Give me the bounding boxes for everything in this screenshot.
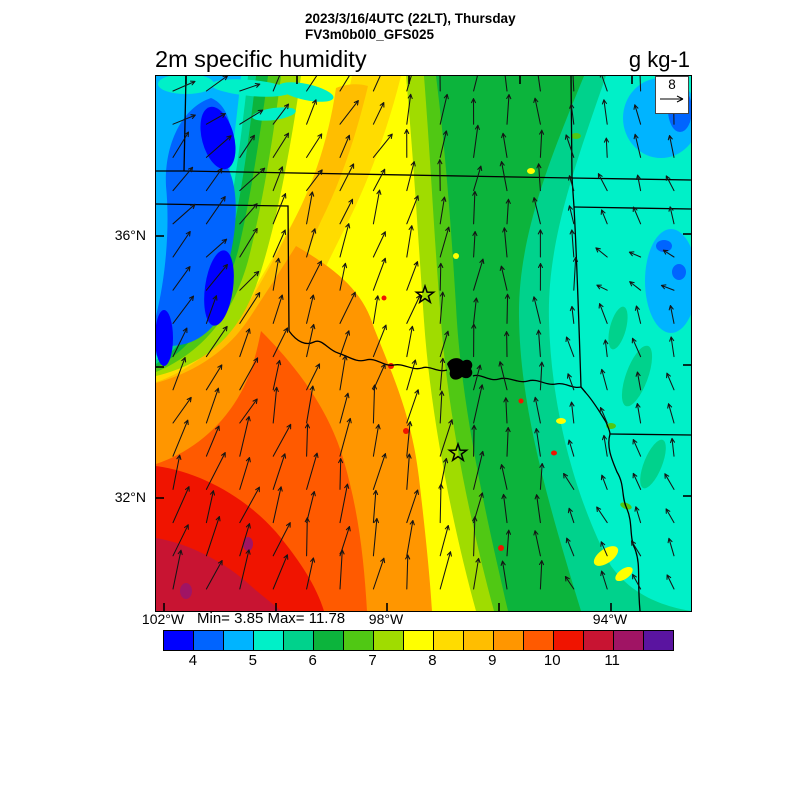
lon-tick-label: 94°W xyxy=(592,611,628,627)
colorbar-tick-value: 6 xyxy=(308,652,317,669)
units-label: g kg-1 xyxy=(628,47,690,72)
plot-title: 2m specific humidity xyxy=(155,46,367,72)
colorbar-cell xyxy=(373,631,403,650)
colorbar-tick-value: 7 xyxy=(368,652,377,669)
colorbar-tick-value: 9 xyxy=(488,652,497,669)
colorbar-cell xyxy=(523,631,553,650)
lon-tick-label: 98°W xyxy=(368,611,404,627)
lake-texoma-shape xyxy=(447,358,473,380)
wind-vector-arrows xyxy=(172,76,677,590)
colorbar-cell xyxy=(493,631,523,650)
run-datetime-header: 2023/3/16/4UTC (22LT), Thursday xyxy=(305,11,516,26)
colorbar-cell xyxy=(583,631,613,650)
colorbar-tick-value: 11 xyxy=(604,652,620,669)
wind-reference-arrow-icon xyxy=(660,95,684,103)
lat-tick-label: 32°N xyxy=(114,489,146,505)
humidity-colorbar xyxy=(163,630,674,651)
colorbar-cell xyxy=(643,631,673,650)
colorbar-cell xyxy=(193,631,223,650)
map-panel xyxy=(155,75,692,612)
colorbar-cell xyxy=(343,631,373,650)
wind-reference-box: 8 xyxy=(655,76,689,114)
model-name-header: FV3m0b0l0_GFS025 xyxy=(305,27,435,42)
colorbar-tick-value: 5 xyxy=(248,652,257,669)
colorbar-tick-value: 10 xyxy=(543,652,561,669)
colorbar-cell xyxy=(403,631,433,650)
map-frame-ticks xyxy=(156,76,691,611)
colorbar-cell xyxy=(433,631,463,650)
colorbar-tick-value: 4 xyxy=(188,652,198,669)
colorbar-cell xyxy=(313,631,343,650)
colorbar-cell xyxy=(253,631,283,650)
colorbar-cell xyxy=(463,631,493,650)
wind-reference-value: 8 xyxy=(668,77,676,92)
humidity-field-svg xyxy=(156,76,691,611)
state-borders xyxy=(156,76,691,611)
colorbar-tick-value: 8 xyxy=(428,652,437,669)
lat-tick-label: 36°N xyxy=(114,227,146,243)
colorbar-cell xyxy=(613,631,643,650)
min-max-stats: Min= 3.85 Max= 11.78 xyxy=(197,610,346,627)
lon-tick-label: 102°W xyxy=(141,611,185,627)
humidity-filled-contours xyxy=(156,76,691,611)
colorbar-cell xyxy=(283,631,313,650)
colorbar-cell xyxy=(223,631,253,650)
colorbar-cell xyxy=(553,631,583,650)
city-star-markers xyxy=(414,283,469,463)
colorbar-cell xyxy=(164,631,193,650)
